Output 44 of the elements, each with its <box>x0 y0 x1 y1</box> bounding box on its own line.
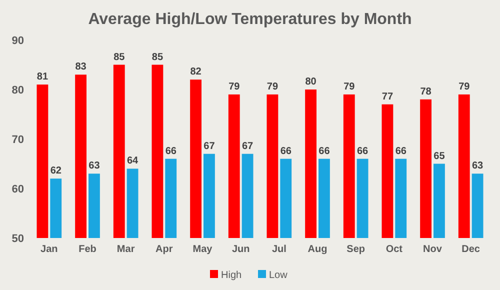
data-label: 80 <box>305 76 317 88</box>
legend-label: Low <box>269 270 288 281</box>
data-label: 63 <box>472 160 484 172</box>
y-tick-label: 90 <box>12 34 24 47</box>
data-label: 66 <box>356 146 369 157</box>
x-tick-label: Feb <box>78 244 96 255</box>
legend-label: High <box>221 270 242 281</box>
x-tick-label: Oct <box>386 244 404 255</box>
data-label: 85 <box>114 52 126 63</box>
data-label: 82 <box>190 66 202 78</box>
x-tick-label: Jul <box>272 244 287 255</box>
data-label: 79 <box>344 81 356 92</box>
data-label: 66 <box>280 146 292 157</box>
x-tick-label: Jan <box>40 244 58 255</box>
data-label: 65 <box>434 150 446 162</box>
x-tick-label: Sep <box>346 244 366 255</box>
data-label: 67 <box>204 140 216 152</box>
y-tick-label: 70 <box>12 134 24 146</box>
x-tick-label: May <box>192 244 213 255</box>
data-label: 67 <box>242 140 254 152</box>
data-label: 77 <box>382 91 394 102</box>
x-tick-label: Nov <box>423 244 442 255</box>
data-label: 79 <box>266 81 278 92</box>
data-label: 66 <box>318 146 330 157</box>
x-tick-label: Dec <box>462 244 480 255</box>
y-tick-label: 60 <box>12 183 24 196</box>
y-tick-label: 80 <box>12 84 24 96</box>
data-label: 64 <box>126 156 139 167</box>
y-tick-label: 50 <box>12 232 24 245</box>
chart-title: Average High/Low Temperatures by Month <box>88 11 412 28</box>
x-tick-label: Mar <box>116 244 135 255</box>
data-label: 79 <box>228 81 240 92</box>
x-tick-label: Apr <box>156 244 173 255</box>
data-label: 63 <box>88 160 100 172</box>
data-label: 66 <box>395 146 407 157</box>
x-tick-label: Aug <box>308 244 328 255</box>
data-label: 83 <box>75 62 87 73</box>
data-label: 62 <box>50 166 62 177</box>
data-label: 78 <box>420 86 432 98</box>
data-label: 66 <box>165 146 177 157</box>
data-label: 81 <box>36 72 48 83</box>
data-label: 85 <box>152 52 164 63</box>
data-label: 79 <box>458 81 470 92</box>
x-tick-label: Jun <box>232 244 250 255</box>
